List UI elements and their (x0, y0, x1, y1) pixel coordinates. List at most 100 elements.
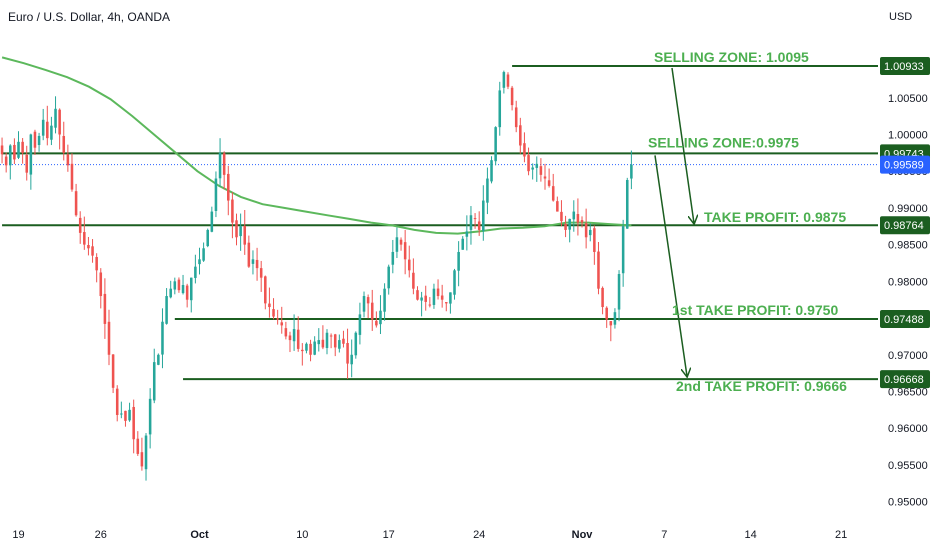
candle-body (107, 321, 111, 355)
candle-body (514, 107, 518, 128)
candle-body (194, 266, 197, 278)
candle (231, 192, 234, 239)
candle (416, 286, 419, 301)
candle-body (580, 220, 584, 223)
candle-body (342, 338, 345, 344)
candle-body (74, 191, 78, 216)
candle-body (527, 155, 530, 172)
price-badge-take-profit-2: 0.96668 (880, 370, 930, 389)
candle-body (58, 109, 61, 135)
candle-body (531, 167, 534, 170)
candle-body (519, 125, 522, 146)
candle-body (21, 141, 24, 153)
time-axis[interactable]: 19 26 Oct 10 17 24 Nov 7 14 21 (12, 529, 847, 541)
y-tick-label: 1.00500 (888, 93, 928, 105)
candle (210, 206, 214, 233)
candle (539, 158, 543, 182)
candle (469, 206, 473, 245)
candle (305, 342, 308, 354)
candle-body (13, 144, 16, 160)
candle (375, 311, 378, 328)
annotation-labels: SELLING ZONE: 1.0095 SELLING ZONE:0.9975 T… (648, 49, 847, 394)
candle (465, 215, 469, 251)
candle-body (284, 328, 288, 337)
candle (268, 287, 271, 318)
candle (165, 288, 168, 325)
candle (309, 339, 312, 362)
candle (568, 218, 571, 243)
candle-body (62, 136, 66, 153)
candle-body (609, 321, 613, 326)
candle-body (37, 135, 41, 146)
candle-body (465, 231, 469, 237)
candle (584, 208, 588, 249)
candle (457, 241, 460, 287)
candle-body (621, 226, 625, 274)
price-badge-text: 0.98764 (884, 220, 924, 232)
candle (486, 167, 489, 215)
price-badge-take-profit-1: 0.97488 (880, 309, 930, 328)
candle-body (247, 242, 251, 267)
candle-body (301, 349, 304, 352)
x-tick-label: 21 (835, 529, 847, 541)
candle (46, 105, 49, 146)
candle-body (568, 218, 571, 230)
price-axis[interactable]: 0.950000.955000.960000.965000.970000.975… (888, 56, 928, 509)
candle (556, 196, 559, 212)
y-tick-label: 0.98500 (888, 240, 928, 252)
candle (181, 274, 185, 295)
candle (120, 401, 123, 419)
candle-body (99, 272, 103, 297)
candle (29, 133, 33, 190)
y-tick-label: 0.96000 (888, 423, 928, 435)
candle (91, 239, 94, 263)
candle-body (288, 335, 292, 341)
candle-body (177, 279, 181, 291)
annotation-take-profit-1: 1st TAKE PROFIT: 0.9750 (672, 302, 838, 318)
candle (588, 223, 592, 242)
candle (420, 291, 423, 317)
candle-body (95, 257, 98, 271)
candle (58, 108, 61, 150)
candle (609, 321, 613, 342)
candle (157, 353, 160, 366)
candle (103, 278, 107, 339)
candle (564, 215, 567, 238)
candle (490, 156, 493, 184)
candle (370, 289, 374, 331)
candle-body (391, 251, 395, 265)
candle-body (539, 166, 543, 175)
price-badge-text: 0.97488 (884, 314, 924, 326)
candle-body (551, 186, 555, 201)
candle-body (630, 164, 633, 179)
candle (317, 328, 321, 352)
candle (107, 309, 111, 366)
candle-body (280, 322, 284, 326)
candle-body (625, 180, 629, 229)
candle-body (510, 87, 514, 106)
candle-body (547, 180, 551, 186)
candle-body (494, 127, 497, 162)
candle (399, 237, 403, 251)
candle (144, 433, 148, 481)
candle (284, 321, 288, 340)
candle-body (222, 153, 226, 175)
price-badge-selling-zone-1: 1.00933 (880, 56, 930, 75)
candle-body (605, 307, 608, 320)
candle-body (239, 226, 242, 237)
price-badge-bg (880, 370, 930, 389)
candle-body (227, 173, 230, 201)
candle-body (593, 228, 596, 252)
price-badge-text: 0.96668 (884, 374, 924, 386)
candle-body (115, 388, 119, 415)
candle (280, 306, 284, 334)
candle (239, 213, 242, 251)
candle-body (268, 303, 271, 308)
candle (95, 253, 98, 283)
candle (387, 264, 390, 295)
candle (535, 156, 539, 182)
candle (617, 270, 621, 322)
candle (440, 284, 444, 308)
candle-body (46, 121, 49, 139)
